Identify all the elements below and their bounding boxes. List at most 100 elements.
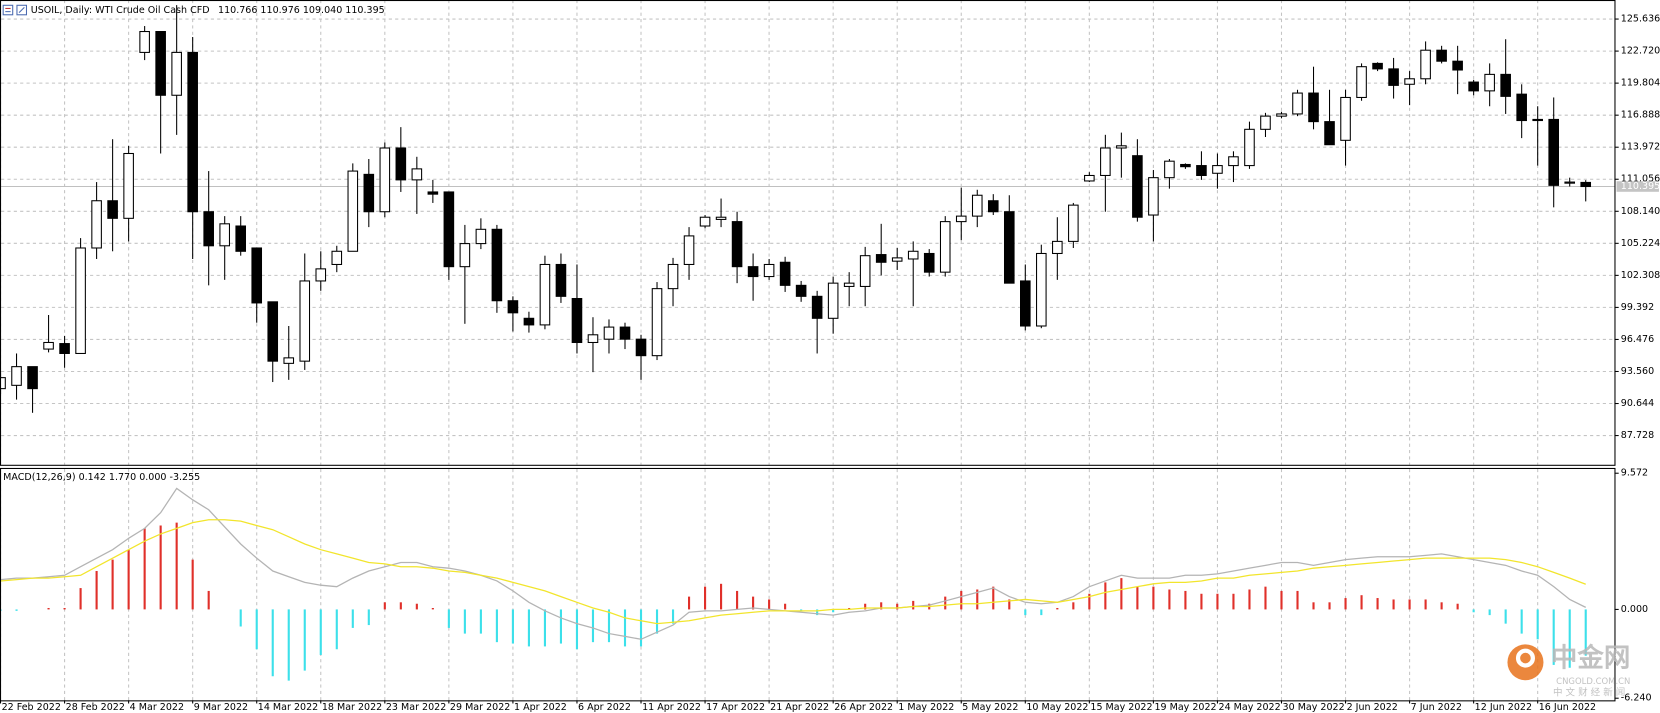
candle-body [779,261,791,286]
y-tick-label: 116.888 [1621,110,1660,121]
candle-body [811,295,823,319]
main-panel-border [0,0,1616,466]
x-tick-label: 23 Mar 2022 [386,702,446,713]
y-tick-label: -6.240 [1621,693,1652,704]
chart-title: USOIL, Daily: WTI Crude Oil Cash CFD [31,5,210,16]
x-tick-label: 4 Mar 2022 [130,702,184,713]
candle-body [1548,118,1559,186]
x-tick-label: 22 Feb 2022 [2,702,61,713]
candle-body [1308,92,1319,123]
candle-body [859,255,871,287]
x-tick-label: 5 May 2022 [962,702,1018,713]
watermark-site: CNGOLD.COM.CN [1556,676,1630,686]
candle-body [395,147,407,181]
candle-body [1116,145,1127,149]
candle-body [11,366,22,386]
candle-body [1052,240,1063,255]
candle-body [539,263,551,326]
candle-body [123,152,134,219]
candle-body [651,288,663,357]
candle-body [475,228,487,245]
candle-body [763,263,775,278]
candle-body [1404,78,1415,85]
x-tick-label: 10 May 2022 [1026,702,1088,713]
watermark-brand: 中金网 [1551,643,1630,674]
candle-body [139,31,150,53]
candle-body [107,200,118,219]
x-tick-label: 17 Apr 2022 [706,702,765,713]
candle-body [59,343,70,354]
candle-body [939,221,951,273]
x-tick-label: 9 Mar 2022 [194,702,248,713]
candle-body [1148,177,1159,216]
candle-body [443,191,455,268]
candle-body [683,235,695,265]
candle-body [731,221,743,268]
candle-body [1132,155,1143,218]
y-tick-label: 119.804 [1621,78,1660,89]
y-tick-label: 125.636 [1621,14,1660,25]
current-price-label: 110.395 [1621,181,1660,192]
candle-body [1180,163,1191,168]
x-tick-label: 2 Jun 2022 [1347,702,1398,713]
candle-body [379,147,391,213]
macd-panel-border [0,467,1616,702]
header-icons [2,4,28,16]
x-tick-label: 30 May 2022 [1283,702,1345,713]
y-tick-label: 99.392 [1621,302,1654,313]
candle-body [75,247,86,354]
candle-body [1292,92,1303,115]
candle-body [1468,81,1479,92]
candle-body [91,200,102,249]
macd-line [0,519,1586,625]
candle-body [507,300,519,314]
y-tick-label: 108.140 [1621,206,1660,217]
macd-line [0,487,1587,640]
candle-body [587,334,599,344]
x-tick-label: 19 May 2022 [1154,702,1216,713]
candle-body [907,250,919,260]
x-tick-label: 6 Apr 2022 [578,702,631,713]
candle-body [1372,62,1383,70]
y-tick-label: 9.572 [1621,468,1648,479]
x-tick-label: 7 Jun 2022 [1411,702,1462,713]
watermark-logo [1515,648,1535,668]
y-tick-label: 0.000 [1621,604,1648,615]
candle-body [1020,280,1031,327]
candle-body [971,194,983,217]
x-tick-label: 1 May 2022 [898,702,954,713]
watermark: 中金网 CNGOLD.COM.CN 中 文 财 经 新 闻 [1507,643,1630,698]
candle-body [347,170,359,252]
y-tick-label: 113.972 [1621,142,1660,153]
candle-body [955,215,967,223]
candle-body [43,341,54,350]
x-tick-label: 29 Mar 2022 [450,702,510,713]
candle-body [491,228,503,302]
candle-body [427,191,439,195]
candle-body [747,266,759,278]
x-tick-label: 14 Mar 2022 [258,702,318,713]
candle-body [1356,66,1367,98]
candle-body [1484,73,1495,92]
x-tick-label: 24 May 2022 [1219,702,1281,713]
x-tick-label: 16 Jun 2022 [1539,702,1596,713]
candle-body [155,31,166,96]
candle-body [987,200,999,213]
candle-body [555,263,567,297]
candle-body [1564,181,1576,184]
candle-body [523,317,535,326]
candle-body [1420,49,1431,80]
x-tick-label: 28 Feb 2022 [66,702,125,713]
y-tick-label: 93.560 [1621,366,1654,377]
candle-body [251,247,263,304]
candle-body [635,338,647,357]
candle-body [603,326,615,340]
ohlc-info: 110.766 110.976 109.040 110.395 [218,5,385,16]
candle-body [1003,211,1015,284]
candle-body [1260,115,1271,130]
candle-body [1196,165,1207,176]
icon [18,7,25,14]
macd-title: MACD(12,26,9) 0.142 1.770 0.000 -3.255 [3,472,200,483]
